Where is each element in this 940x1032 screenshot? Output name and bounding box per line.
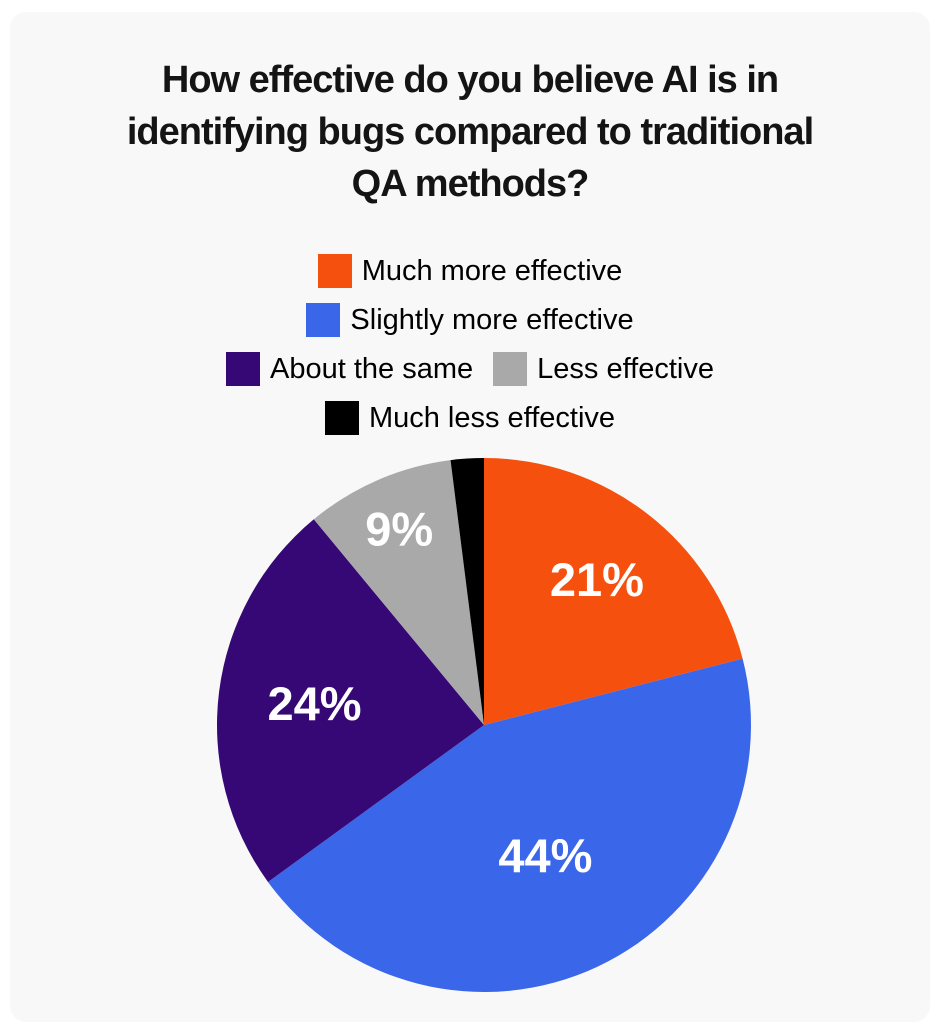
legend-swatch-much-more-effective-icon	[317, 254, 352, 288]
legend-swatch-slightly-more-effective-icon	[306, 303, 341, 337]
legend-item-much-less-effective: Much less effective	[324, 401, 616, 435]
legend-label: Less effective	[537, 352, 714, 385]
pie-slice-value-label-much-more-effective: 21%	[550, 553, 644, 606]
legend-row: Much less effective	[324, 401, 616, 435]
chart-legend: Much more effective Slightly more effecti…	[10, 254, 930, 435]
legend-label: Much more effective	[361, 254, 623, 287]
legend-swatch-about-the-same-icon	[226, 352, 261, 386]
pie-slice-value-label-less-effective: 9%	[365, 503, 433, 556]
legend-label: Much less effective	[368, 401, 616, 434]
pie-slice-about-the-same	[216, 519, 485, 882]
pie-slice-much-more-effective	[484, 458, 743, 725]
pie-slice-less-effective	[313, 460, 484, 725]
legend-label: Slightly more effective	[350, 303, 634, 336]
chart-title-line-3: QA methods?	[351, 163, 590, 205]
pie-slice-slightly-more-effective	[267, 658, 751, 993]
legend-row: About the same Less effective	[226, 352, 714, 386]
legend-item-about-the-same: About the same	[226, 352, 473, 386]
legend-label: About the same	[270, 352, 474, 385]
pie-chart: 21% 44% 24% 9%	[216, 458, 751, 993]
pie-slice-value-label-slightly-more-effective: 44%	[498, 829, 592, 882]
legend-item-less-effective: Less effective	[493, 352, 714, 386]
legend-swatch-less-effective-icon	[493, 352, 528, 386]
pie-slice-much-less-effective	[450, 458, 484, 725]
legend-swatch-much-less-effective-icon	[324, 401, 359, 435]
legend-row: Much more effective	[317, 254, 623, 288]
chart-title-line-1: How effective do you believe AI is in	[161, 59, 779, 101]
legend-row: Slightly more effective	[306, 303, 634, 337]
chart-card: How effective do you believe AI is in id…	[10, 12, 930, 1022]
chart-title-line-2: identifying bugs compared to traditional	[126, 111, 814, 153]
legend-item-slightly-more-effective: Slightly more effective	[306, 303, 634, 337]
pie-slice-value-label-about-the-same: 24%	[267, 677, 361, 730]
chart-title: How effective do you believe AI is in id…	[30, 54, 910, 210]
legend-item-much-more-effective: Much more effective	[317, 254, 623, 288]
